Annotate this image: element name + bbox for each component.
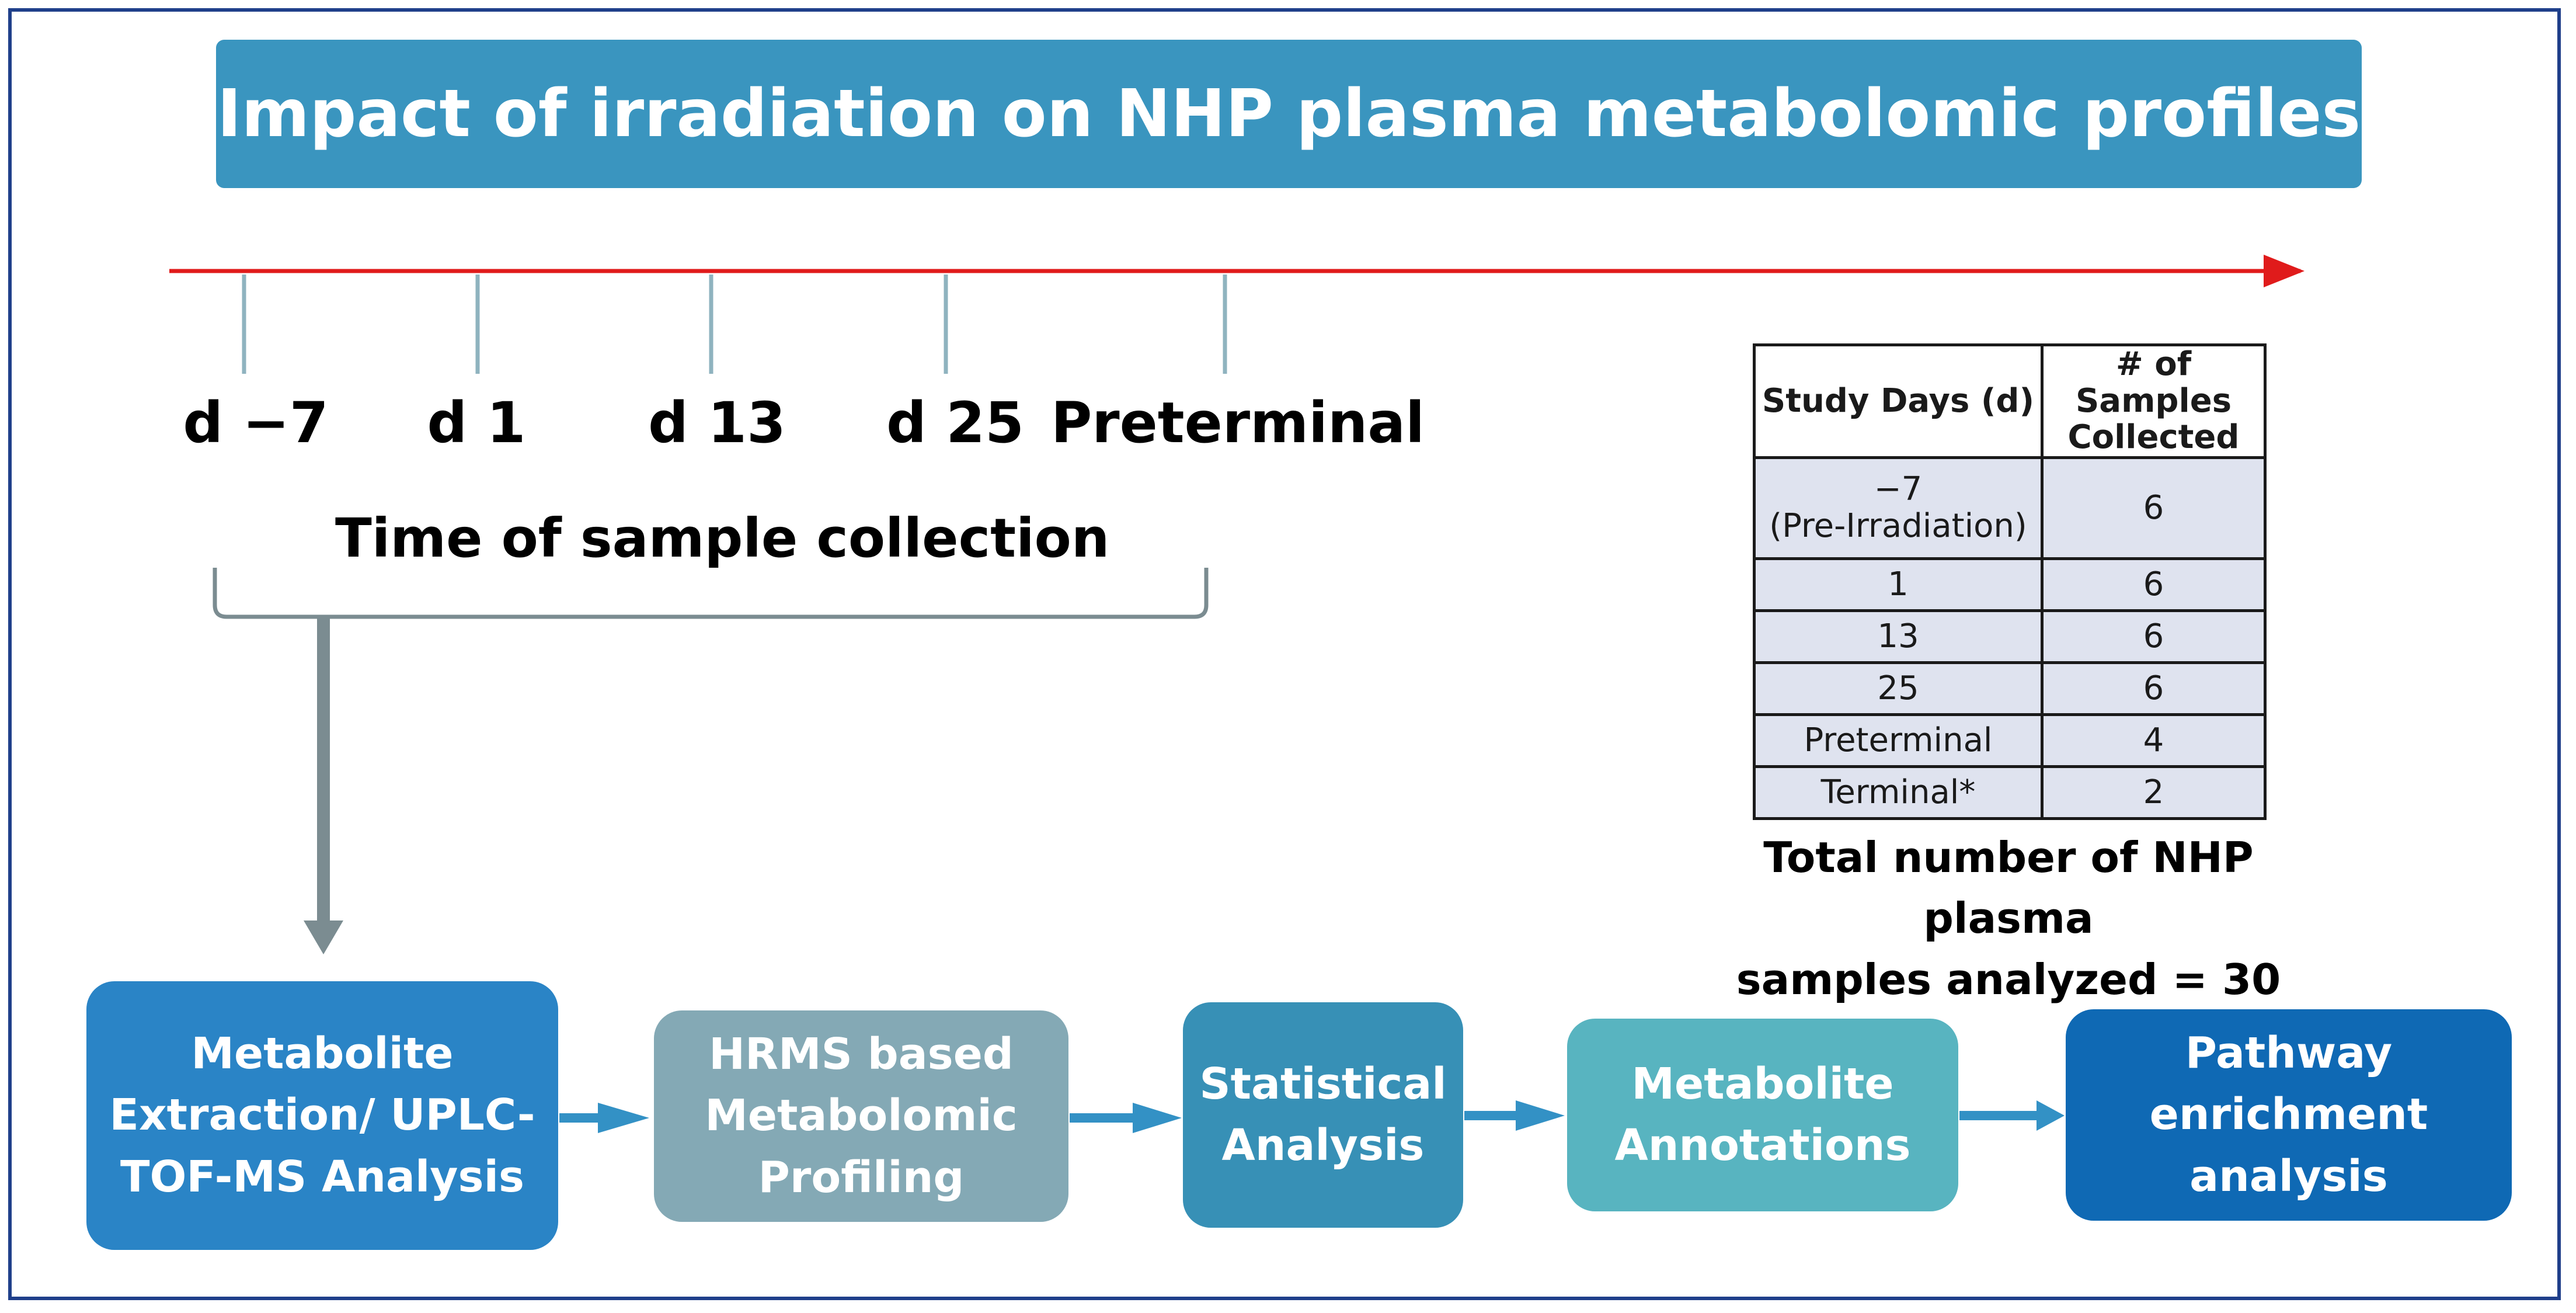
table-cell-count: 6	[2041, 456, 2267, 561]
flow-arrow	[1464, 1100, 1565, 1131]
table-cell-day: Preterminal	[1753, 713, 2044, 769]
timeline-label-day-25: d 25	[886, 390, 1024, 456]
table-cell-day: −7 (Pre-Irradiation)	[1753, 456, 2044, 561]
table-row: 25 6	[1753, 661, 2267, 717]
workflow-step-line: Metabolite	[1631, 1058, 1894, 1109]
table-row: Terminal* 2	[1753, 765, 2267, 821]
workflow-step-metabolite-annotations: Metabolite Annotations	[1567, 1019, 1958, 1211]
workflow-step-line: Annotations	[1614, 1120, 1911, 1170]
table-row: 1 6	[1753, 557, 2267, 613]
total-samples-line-2: samples analyzed = 30	[1736, 954, 2281, 1004]
workflow-step-line: Analysis	[1221, 1120, 1425, 1170]
workflow-step-line: Profiling	[758, 1152, 965, 1203]
timeline-label-day-minus-7: d −7	[183, 390, 329, 456]
workflow-step-line: Pathway	[2185, 1028, 2393, 1079]
flow-arrow	[1959, 1100, 2065, 1131]
table-cell-count: 4	[2041, 713, 2267, 769]
workflow-step-line: analysis	[2189, 1151, 2388, 1201]
workflow-step-line: Metabolomic	[705, 1090, 1018, 1141]
workflow-step-extraction: Metabolite Extraction/ UPLC- TOF-MS Anal…	[86, 981, 558, 1250]
table-header-row: Study Days (d) # of Samples Collected	[1753, 343, 2267, 460]
workflow-step-line: Metabolite	[191, 1029, 454, 1079]
timeline-label-day-1: d 1	[427, 390, 526, 456]
table-header-study-days: Study Days (d)	[1753, 343, 2044, 460]
table-row: Preterminal 4	[1753, 713, 2267, 769]
table-cell-count: 6	[2041, 609, 2267, 665]
workflow-step-line: HRMS based	[709, 1029, 1014, 1080]
table-row: 13 6	[1753, 609, 2267, 665]
table-cell-day: 25	[1753, 661, 2044, 717]
table-header-samples: # of Samples Collected	[2041, 343, 2267, 460]
workflow-step-line: TOF-MS Analysis	[120, 1151, 524, 1202]
title-banner: Impact of irradiation on NHP plasma meta…	[216, 40, 2362, 188]
table-cell-count: 6	[2041, 661, 2267, 717]
workflow-step-line: Statistical	[1199, 1058, 1447, 1109]
timeline-caption: Time of sample collection	[335, 507, 1110, 569]
flow-arrow	[559, 1103, 649, 1133]
sample-table: Study Days (d) # of Samples Collected −7…	[1753, 343, 2267, 821]
collection-bracket	[213, 568, 1209, 619]
bracket-connector-arrowhead	[304, 921, 343, 954]
timeline-label-day-13: d 13	[648, 390, 786, 456]
table-cell-day: 1	[1753, 557, 2044, 613]
workflow-step-line: Extraction/ UPLC-	[109, 1090, 535, 1141]
flow-arrows	[559, 1100, 2065, 1133]
timeline-ticks	[242, 275, 1227, 374]
workflow-step-pathway-enrichment: Pathway enrichment analysis	[2066, 1009, 2512, 1221]
table-cell-day: 13	[1753, 609, 2044, 665]
table-cell-day: Terminal*	[1753, 765, 2044, 821]
total-samples-note: Total number of NHP plasma samples analy…	[1682, 827, 2335, 1010]
timeline-label-preterminal: Preterminal	[1050, 390, 1425, 456]
workflow-step-hrms-profiling: HRMS based Metabolomic Profiling	[654, 1010, 1068, 1222]
table-row: −7 (Pre-Irradiation) 6	[1753, 456, 2267, 561]
figure-frame	[8, 8, 2561, 1300]
table-cell-count: 6	[2041, 557, 2267, 613]
table-cell-count: 2	[2041, 765, 2267, 821]
title-text: Impact of irradiation on NHP plasma meta…	[217, 76, 2361, 152]
workflow-step-line: enrichment	[2149, 1089, 2428, 1140]
flow-arrow	[1070, 1103, 1182, 1133]
total-samples-line-1: Total number of NHP plasma	[1763, 833, 2254, 943]
workflow-step-statistical-analysis: Statistical Analysis	[1183, 1002, 1463, 1228]
